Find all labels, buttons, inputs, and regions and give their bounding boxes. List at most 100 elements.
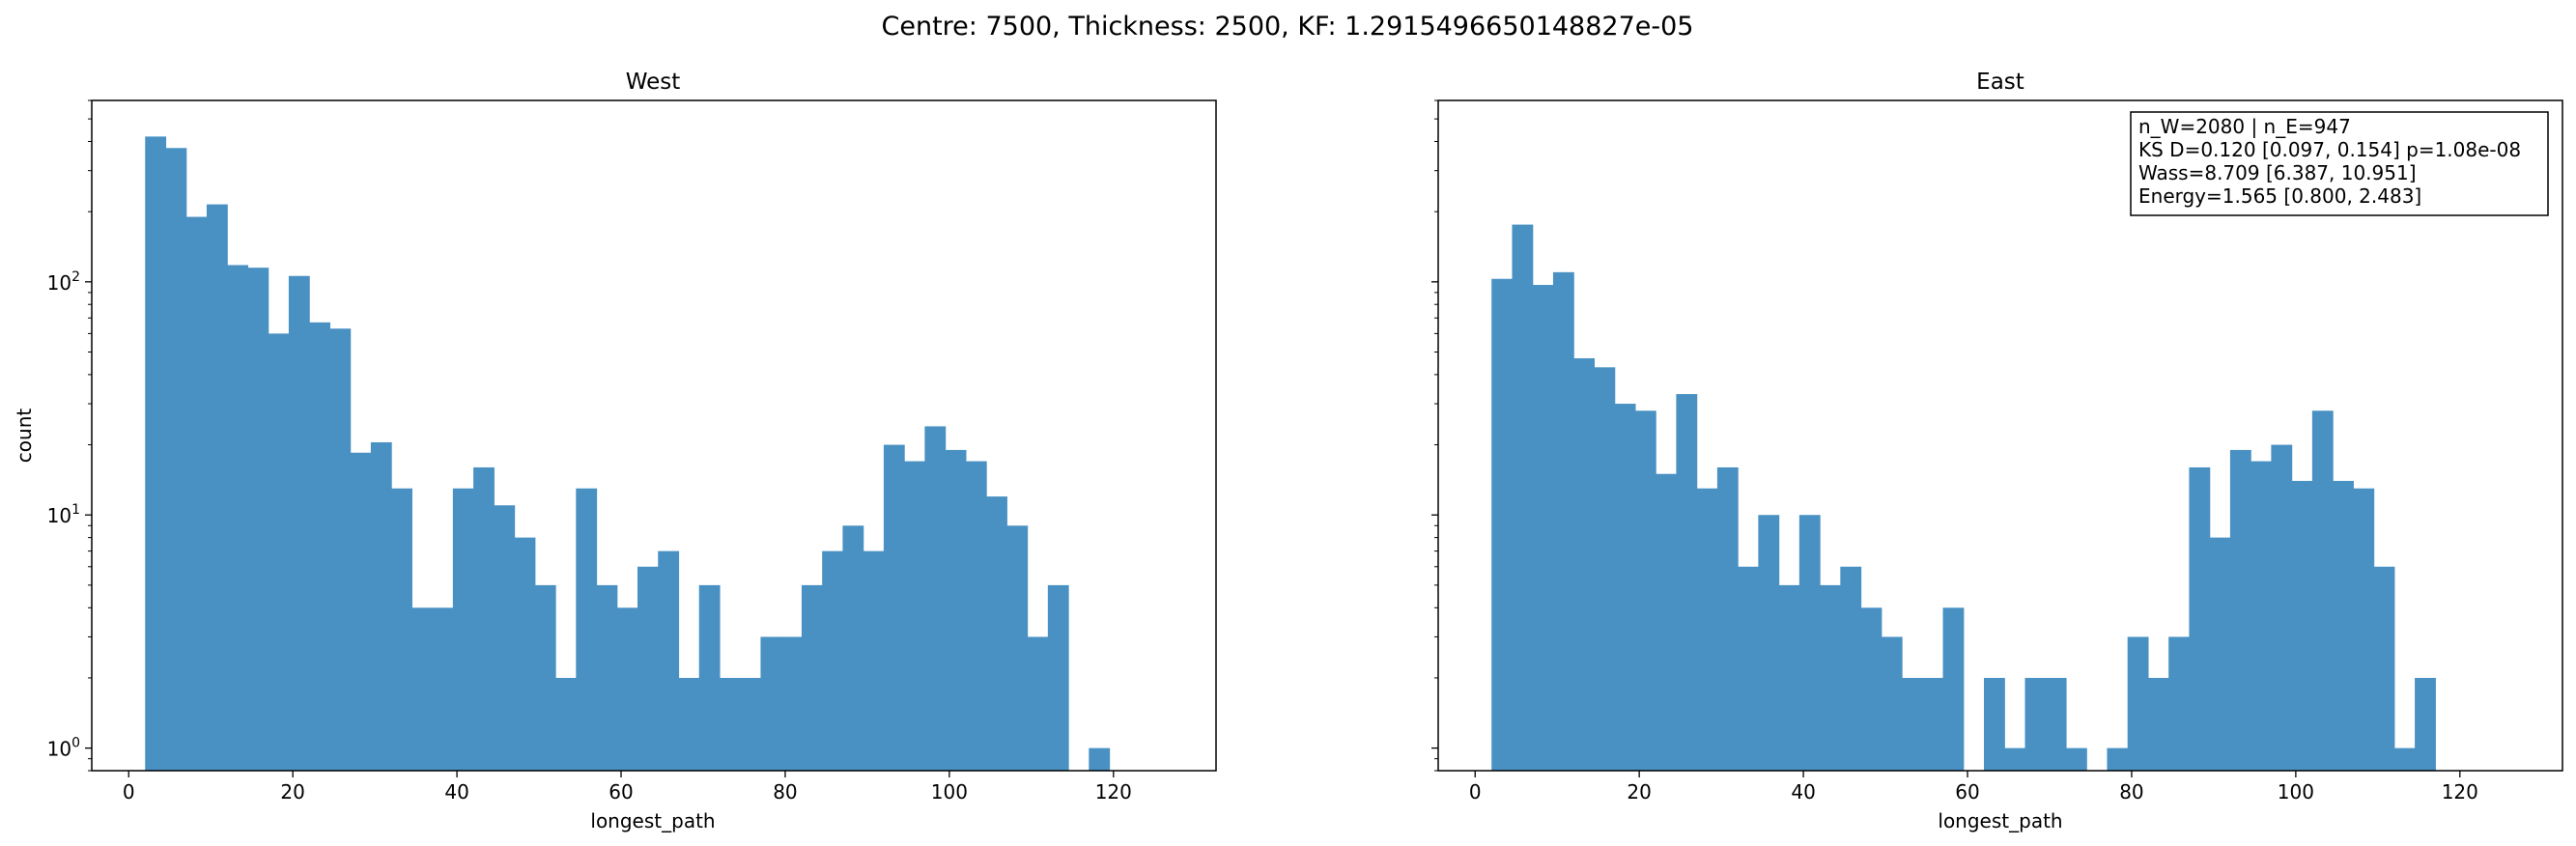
x-tick-label: 120 (1095, 780, 1132, 804)
histogram-bar (822, 550, 844, 771)
x-tick-label: 120 (2442, 780, 2478, 804)
histogram-bar (268, 333, 290, 771)
histogram-bar (2291, 480, 2313, 771)
histogram-bar (2271, 444, 2293, 771)
stats-annotation-frame (2130, 111, 2549, 216)
x-tick-label: 100 (2278, 780, 2314, 804)
histogram-bar (1594, 367, 1616, 771)
histogram-bar (350, 452, 372, 771)
histogram-bar (452, 488, 474, 771)
histogram-bar (2415, 677, 2436, 771)
histogram-bar (2107, 747, 2129, 771)
histogram-bar (1942, 607, 1965, 771)
histogram-bar (2209, 537, 2231, 771)
histogram-bar (1840, 566, 1862, 771)
histogram-bar (227, 265, 249, 772)
histogram-bar (2024, 677, 2047, 771)
histogram-bar (2229, 449, 2251, 771)
histogram-bar (2311, 410, 2334, 771)
histogram-bar (1573, 357, 1596, 771)
histogram-bar (1738, 566, 1759, 771)
east-title: East (1976, 70, 2024, 95)
histogram-bar (616, 607, 638, 771)
west-axes-frame (91, 99, 1217, 772)
histogram-bar (945, 449, 967, 771)
histogram-bar (1532, 285, 1554, 771)
east-y-ticks (1431, 99, 1438, 772)
histogram-bar (1716, 466, 1739, 771)
west-y-axis-label: count (13, 409, 36, 464)
histogram-bar (2333, 480, 2354, 771)
histogram-bar (165, 148, 187, 771)
histogram-bar (780, 636, 803, 771)
east-bars (1491, 224, 2436, 772)
histogram-bar (2250, 461, 2272, 771)
histogram-bar (801, 584, 823, 771)
x-tick-label: 20 (1627, 780, 1651, 804)
histogram-bar (206, 204, 228, 772)
histogram-bar (740, 677, 762, 771)
x-tick-label: 60 (609, 780, 633, 804)
x-tick-label: 80 (773, 780, 797, 804)
histogram-bar (1552, 271, 1574, 772)
histogram-bar (555, 677, 577, 771)
histogram-bar (247, 268, 269, 771)
histogram-bar (719, 677, 741, 771)
east-x-axis-label: longest_path (1938, 809, 2062, 832)
histogram-bar (391, 488, 412, 771)
histogram-bar (1006, 525, 1029, 771)
stats-line-ks: KS D=0.120 [0.097, 0.154] p=1.08e-08 (2138, 138, 2521, 161)
west-bars (145, 136, 1111, 772)
histogram-bar (842, 525, 864, 771)
histogram-bar (658, 550, 680, 771)
histogram-bar (637, 566, 659, 771)
histogram-bar (1984, 677, 2005, 771)
histogram-bar (2189, 466, 2211, 771)
histogram-bar (2393, 747, 2416, 771)
east-chart: East 0 20 40 60 80 100 120 longest_path n_W=20… (1431, 70, 2563, 832)
histogram-bar (411, 607, 434, 771)
histogram-bar (473, 466, 495, 771)
histogram-bar (1860, 607, 1882, 771)
histogram-bar (698, 584, 721, 771)
histogram-bar (1089, 747, 1111, 771)
histogram-bar (1047, 584, 1069, 771)
x-tick-label: 0 (123, 780, 135, 804)
histogram-bar (1656, 473, 1677, 771)
stats-annotation-box: n_W=2080 | n_E=947 KS D=0.120 [0.097, 0.… (2130, 111, 2549, 216)
histogram-bar (514, 537, 536, 771)
histogram-bar (986, 496, 1007, 771)
x-tick-label: 40 (444, 780, 468, 804)
histogram-bar (1676, 394, 1698, 771)
histogram-bar (1491, 278, 1514, 771)
histogram-bar (1881, 636, 1903, 771)
histogram-bar (1696, 488, 1718, 771)
histogram-bar (965, 461, 987, 771)
histogram-bar (904, 461, 925, 771)
histogram-bar (576, 488, 598, 771)
histogram-bar (1902, 677, 1923, 771)
east-x-ticks: 0 20 40 60 80 100 120 (1469, 771, 2478, 804)
histogram-bar (2065, 747, 2087, 771)
histogram-bar (2353, 488, 2375, 771)
histogram-bar (678, 677, 700, 771)
histogram-bar (1512, 224, 1534, 771)
stats-line-counts: n_W=2080 | n_E=947 (2138, 115, 2351, 138)
histogram-bar (309, 322, 330, 771)
x-tick-label: 0 (1469, 780, 1482, 804)
x-tick-label: 20 (280, 780, 304, 804)
west-title: West (626, 70, 681, 95)
west-x-ticks: 0 20 40 60 80 100 120 (123, 771, 1132, 804)
histogram-bar (1778, 584, 1800, 771)
histogram-bar (534, 584, 556, 771)
x-tick-label: 60 (1955, 780, 1979, 804)
histogram-bar (1758, 515, 1780, 771)
histogram-bar (494, 505, 516, 771)
histogram-bar (145, 136, 167, 771)
histogram-bar (432, 607, 454, 771)
histogram-bar (1922, 677, 1944, 771)
histogram-bar (1027, 636, 1049, 771)
x-tick-label: 80 (2119, 780, 2143, 804)
figure-title: Centre: 7500, Thickness: 2500, KF: 1.291… (882, 12, 1694, 42)
